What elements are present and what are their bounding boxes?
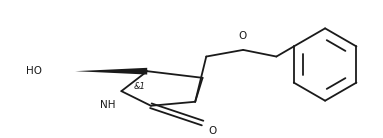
Text: O: O: [209, 126, 217, 136]
Text: HO: HO: [26, 66, 42, 76]
Text: O: O: [238, 31, 247, 41]
Polygon shape: [75, 68, 147, 75]
Text: NH: NH: [100, 100, 116, 110]
Text: &1: &1: [134, 82, 146, 91]
